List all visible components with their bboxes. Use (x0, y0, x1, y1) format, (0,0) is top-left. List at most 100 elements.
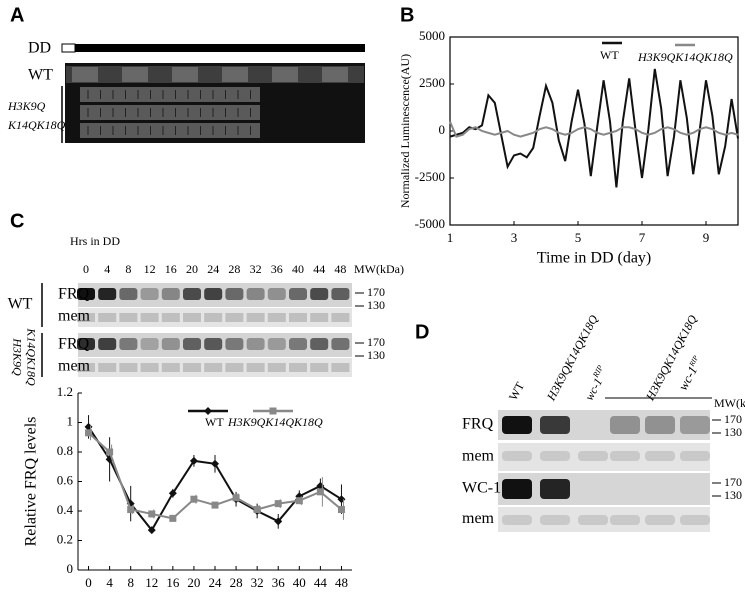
band (289, 363, 307, 372)
x-axis-label: Time in DD (day) (537, 250, 652, 267)
race-tube (80, 105, 260, 120)
band (225, 313, 244, 322)
legend-label: WT (205, 415, 224, 429)
timepoint-label: 20 (186, 262, 198, 276)
band (77, 313, 95, 322)
band (331, 313, 350, 322)
x-tick-label: 1 (447, 230, 454, 245)
x-tick-label: 24 (209, 575, 223, 590)
legend-label: H3K9QK14QK18Q (227, 415, 323, 429)
mw-marker: 130 (367, 348, 385, 362)
band (183, 338, 201, 350)
x-tick-label: 3 (511, 230, 518, 245)
band (246, 363, 265, 372)
race-tube (80, 87, 260, 102)
band (140, 288, 159, 300)
band (98, 313, 117, 322)
row-label: mem (462, 448, 495, 465)
y-tick-label: 0.4 (57, 502, 74, 517)
band (502, 416, 532, 434)
panel-label: B (400, 4, 414, 26)
legend-marker (269, 407, 277, 415)
band (225, 288, 244, 300)
marker (316, 488, 324, 496)
y-tick-label: 0 (67, 561, 74, 576)
band (645, 451, 675, 461)
x-tick-label: 28 (230, 575, 243, 590)
band (610, 515, 640, 525)
mw-marker: 170 (724, 475, 742, 489)
band (183, 363, 201, 372)
conidia-band (272, 67, 298, 82)
band (77, 288, 95, 300)
group-sub: wc-1RIP (675, 353, 706, 393)
band (610, 416, 640, 434)
x-tick-label: 7 (639, 230, 646, 245)
band (578, 451, 608, 461)
band (310, 363, 329, 372)
timepoint-label: 48 (334, 262, 346, 276)
band (119, 363, 138, 372)
band (183, 288, 201, 300)
x-tick-label: 12 (145, 575, 158, 590)
light-bar (61, 43, 76, 53)
strain-label: WT (8, 296, 33, 313)
band (680, 451, 710, 461)
band (225, 338, 244, 350)
x-tick-label: 5 (575, 230, 582, 245)
band (225, 363, 244, 372)
band (161, 338, 180, 350)
band (289, 313, 307, 322)
timepoint-label: 44 (313, 262, 325, 276)
band (161, 288, 180, 300)
marker (85, 429, 93, 437)
y-tick-label: 1 (67, 413, 74, 428)
panel-label: A (10, 4, 24, 26)
band (246, 338, 265, 350)
series-line (449, 121, 739, 138)
timepoint-label: 4 (104, 262, 110, 276)
timepoint-label: 24 (207, 262, 219, 276)
series-line (87, 426, 342, 532)
marker (127, 506, 135, 514)
band (540, 515, 570, 525)
conidia-band (172, 67, 198, 82)
band (267, 313, 286, 322)
mw-marker: 170 (367, 285, 385, 299)
legend-marker (204, 407, 212, 415)
mw-label: MW(kDa) (714, 396, 745, 410)
y-tick-label: -5000 (415, 216, 445, 231)
x-tick-label: 32 (251, 575, 264, 590)
race-tube (66, 66, 364, 83)
band (331, 288, 350, 300)
mw-marker: 170 (724, 412, 742, 426)
marker (148, 510, 156, 518)
legend-label: WT (600, 48, 619, 62)
lane-label: WT (506, 379, 527, 403)
row-label: WC-1 (462, 480, 501, 497)
x-tick-label: 36 (272, 575, 286, 590)
conidia-band (122, 67, 148, 82)
marker (274, 500, 282, 508)
timepoint-label: 36 (271, 262, 283, 276)
conidia-band (72, 67, 98, 82)
y-axis-label: Relative FRQ levels (23, 417, 40, 547)
lane-text: wc-1 (675, 363, 700, 392)
timepoint-label: 16 (165, 262, 177, 276)
series-line (449, 68, 739, 188)
race-tube (80, 123, 260, 138)
x-tick-label: 0 (85, 575, 92, 590)
band (161, 313, 180, 322)
band (310, 338, 329, 350)
timepoint-label: 0 (83, 262, 89, 276)
x-tick-label: 48 (335, 575, 348, 590)
y-tick-label: 0.2 (57, 531, 73, 546)
band (267, 288, 286, 300)
band (140, 313, 159, 322)
y-tick-label: 0 (439, 122, 446, 137)
row-label: mem (462, 510, 495, 527)
y-tick-label: 0.8 (57, 443, 73, 458)
band (161, 363, 180, 372)
mw-marker: 130 (367, 298, 385, 312)
